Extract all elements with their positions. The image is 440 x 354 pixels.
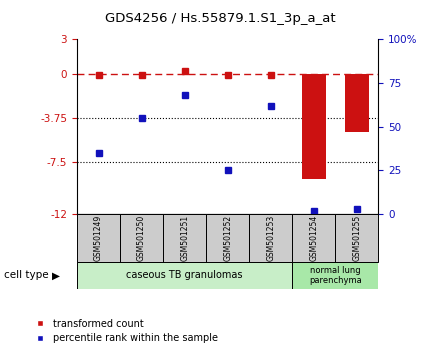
- Bar: [345, 74, 369, 132]
- Legend: transformed count, percentile rank within the sample: transformed count, percentile rank withi…: [27, 315, 222, 347]
- Text: GSM501252: GSM501252: [223, 215, 232, 261]
- Text: GSM501254: GSM501254: [309, 215, 318, 261]
- Text: GSM501250: GSM501250: [137, 215, 146, 261]
- Bar: [77, 214, 120, 262]
- Text: GSM501251: GSM501251: [180, 215, 189, 261]
- Text: GSM501249: GSM501249: [94, 215, 103, 261]
- Bar: [249, 214, 292, 262]
- Bar: [77, 262, 292, 289]
- Text: GDS4256 / Hs.55879.1.S1_3p_a_at: GDS4256 / Hs.55879.1.S1_3p_a_at: [105, 12, 335, 25]
- Bar: [120, 214, 163, 262]
- Bar: [206, 214, 249, 262]
- Text: cell type: cell type: [4, 270, 49, 280]
- Bar: [292, 262, 378, 289]
- Text: caseous TB granulomas: caseous TB granulomas: [126, 270, 243, 280]
- Bar: [163, 214, 206, 262]
- Text: normal lung
parenchyma: normal lung parenchyma: [309, 266, 362, 285]
- Bar: [302, 74, 326, 179]
- Text: GSM501253: GSM501253: [266, 215, 275, 261]
- Text: ▶: ▶: [52, 270, 60, 280]
- Bar: [335, 214, 378, 262]
- Bar: [292, 214, 335, 262]
- Text: GSM501255: GSM501255: [352, 215, 361, 261]
